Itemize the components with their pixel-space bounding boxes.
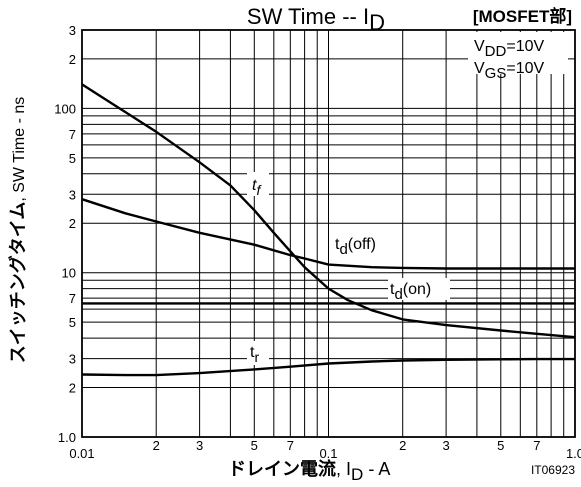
y-tick-label: 100	[54, 101, 76, 116]
y-tick-label: 5	[69, 315, 76, 330]
series-line-td-off	[81, 198, 575, 270]
label-bg-td-on	[388, 278, 450, 300]
y-tick-label: 3	[69, 187, 76, 202]
curve-labels: tf td(off) td(on) tr	[247, 172, 450, 365]
x-tick-label: 7	[533, 438, 540, 453]
plot-frame	[81, 29, 576, 438]
y-tick-label: 2	[69, 52, 76, 67]
label-tr: tr	[250, 344, 259, 365]
chart-title-main: SW Time -- I	[247, 4, 369, 29]
curves	[81, 83, 576, 377]
y-tick-label: 5	[69, 151, 76, 166]
label-bg-td-off	[332, 232, 400, 256]
x-tick-label: 0.1	[319, 446, 337, 461]
conditions-box-bg	[468, 32, 568, 74]
y-tick-label: 7	[69, 127, 76, 142]
figure-id: IT06923	[531, 463, 575, 477]
x-tick-label: 7	[287, 438, 294, 453]
y-tick-label: 3	[69, 23, 76, 38]
tick-labels: 0.01 2 3 5 7 0.1 2 3 5 7 1.0 1.0 2 3 5 7 10 2 3 5 7 100 2 3	[54, 23, 581, 461]
x-tick-label: 2	[153, 438, 160, 453]
label-td-on: td(on)	[390, 281, 431, 303]
x-tick-label: 3	[196, 438, 203, 453]
x-tick-label: 1.0	[566, 446, 581, 461]
chart-title: SW Time -- ID	[247, 4, 385, 35]
series-line-tr	[81, 357, 575, 377]
x-tick-label: 5	[497, 438, 504, 453]
x-tick-label: 5	[251, 438, 258, 453]
y-tick-label: 2	[69, 381, 76, 396]
x-tick-label: 0.01	[69, 446, 94, 461]
gridlines	[81, 29, 576, 438]
x-axis-label: ドレイン電流, ID - A	[228, 458, 390, 484]
y-tick-label: 1.0	[58, 430, 76, 445]
chart-title-sub: D	[369, 10, 385, 35]
y-tick-label: 7	[69, 291, 76, 306]
condition-vgs: VGS=10V	[474, 60, 545, 82]
chart-title-tag: [MOSFET部]	[473, 6, 572, 26]
label-bg-tr	[247, 341, 269, 365]
y-tick-label: 10	[62, 266, 76, 281]
condition-vdd: VDD=10V	[474, 38, 544, 60]
conditions-box: VDD=10V VGS=10V	[468, 32, 568, 82]
label-td-off: td(off)	[335, 236, 376, 258]
label-tf: tf	[252, 177, 262, 198]
x-tick-label: 3	[442, 438, 449, 453]
y-tick-label: 2	[69, 216, 76, 231]
series-line-tf	[81, 83, 576, 339]
label-bg-tf	[247, 172, 269, 196]
y-tick-label: 3	[69, 352, 76, 367]
y-axis-label: スイッチングタイム, SW Time - ns	[7, 97, 28, 364]
x-tick-label: 2	[399, 438, 406, 453]
